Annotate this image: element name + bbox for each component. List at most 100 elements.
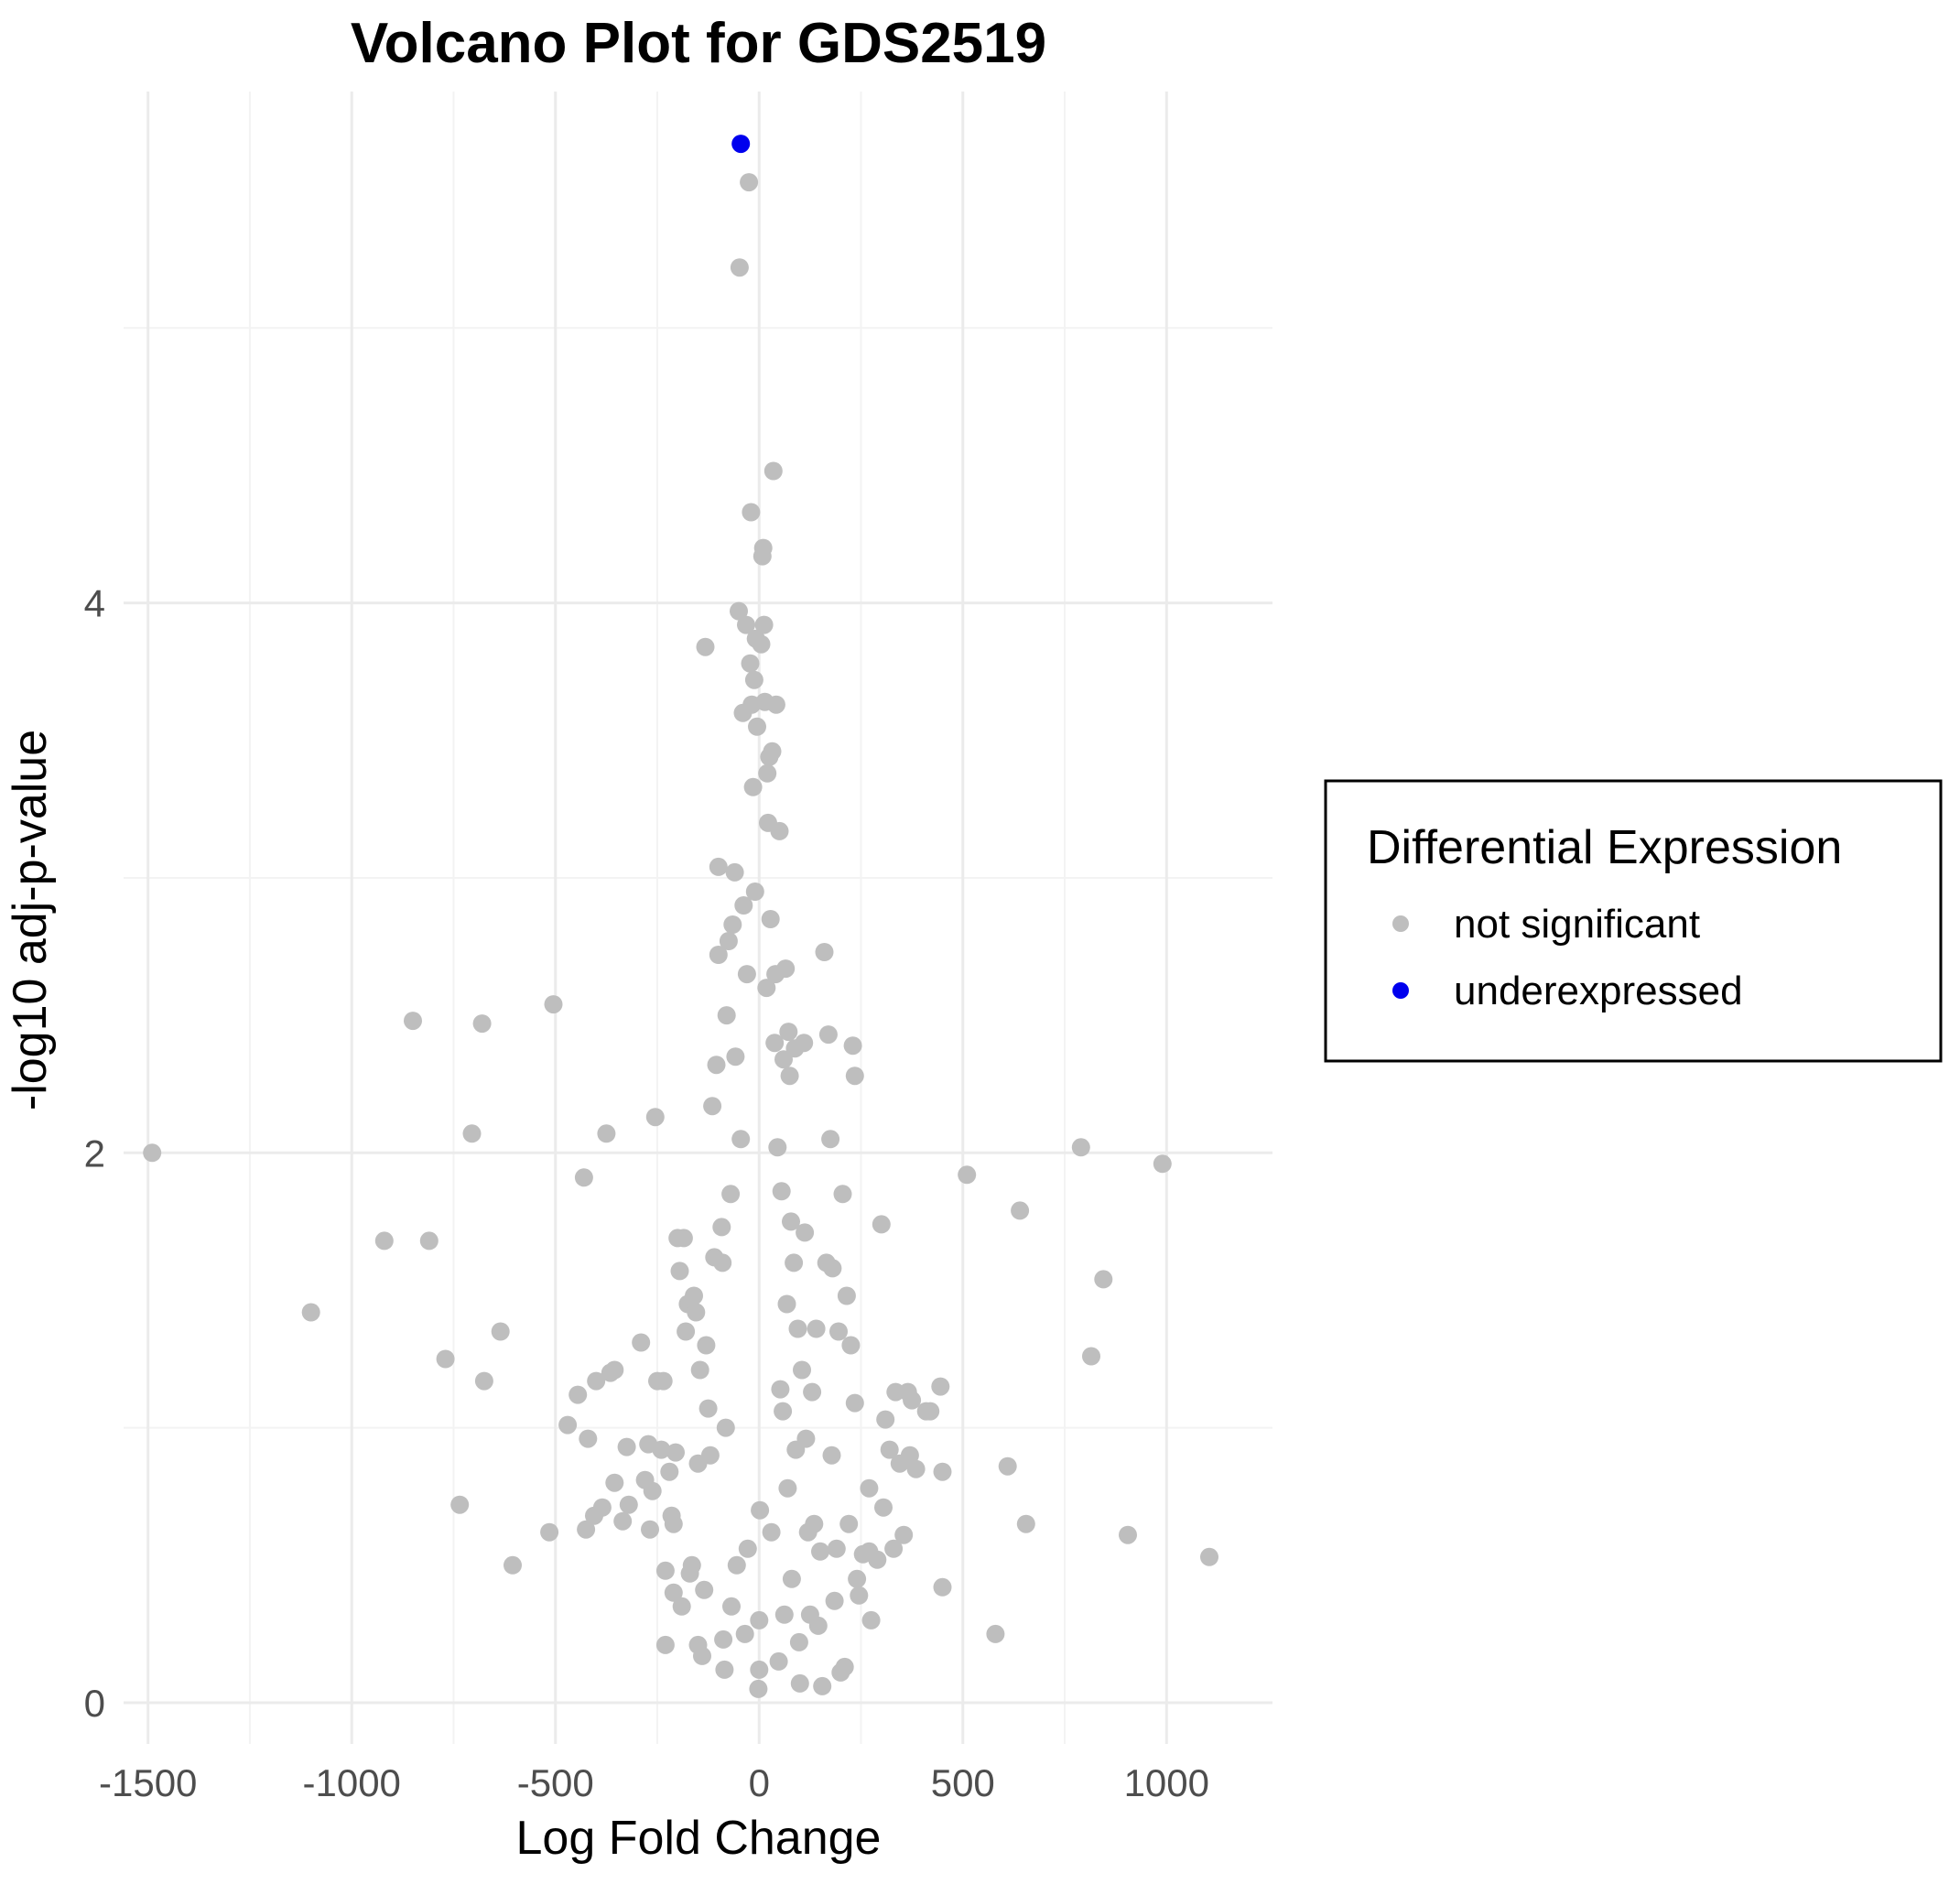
point-not-significant <box>504 1555 522 1575</box>
point-not-significant <box>374 1231 394 1251</box>
point-not-significant <box>807 1319 826 1338</box>
point-not-significant <box>735 1624 754 1643</box>
point-not-significant <box>1094 1270 1113 1289</box>
point-not-significant <box>986 1624 1005 1643</box>
point-not-significant <box>861 1610 881 1630</box>
major-gridlines <box>124 92 1272 1744</box>
point-not-significant <box>670 1261 689 1281</box>
point-not-significant <box>617 1437 636 1456</box>
point-not-significant <box>577 1520 596 1539</box>
point-not-significant <box>796 1223 815 1242</box>
point-not-significant <box>778 1478 797 1498</box>
point-not-significant <box>592 1498 612 1517</box>
data-points <box>143 135 1218 1698</box>
point-not-significant <box>660 1462 679 1481</box>
point-not-significant <box>795 1034 814 1053</box>
point-not-significant <box>404 1012 422 1031</box>
point-not-significant <box>730 601 748 621</box>
x-tick-labels: -1500 -1000 -500 0 500 1000 <box>99 1761 1209 1804</box>
point-not-significant <box>643 1481 662 1500</box>
point-not-significant <box>841 1336 861 1355</box>
point-not-significant <box>833 1185 852 1204</box>
point-not-significant <box>845 1067 864 1086</box>
point-not-significant <box>803 1382 822 1402</box>
point-not-significant <box>769 1651 788 1671</box>
point-not-significant <box>734 896 753 915</box>
point-not-significant <box>933 1462 952 1481</box>
point-not-significant <box>690 1360 709 1380</box>
point-not-significant <box>727 1555 746 1575</box>
point-not-significant <box>903 1391 922 1410</box>
point-not-significant <box>793 1360 811 1380</box>
point-not-significant <box>765 1034 785 1053</box>
point-not-significant <box>829 1322 848 1341</box>
point-not-significant <box>632 1333 651 1352</box>
legend-key-underexpressed <box>1392 982 1409 999</box>
point-not-significant <box>674 1229 693 1248</box>
point-not-significant <box>737 965 756 984</box>
legend-title: Differential Expression <box>1367 821 1842 874</box>
point-not-significant <box>782 1212 800 1231</box>
point-not-significant <box>860 1478 879 1498</box>
point-not-significant <box>655 1635 675 1654</box>
point-not-significant <box>712 1218 731 1237</box>
point-not-significant <box>774 1050 793 1069</box>
point-not-significant <box>695 1580 714 1599</box>
point-not-significant <box>811 1542 829 1561</box>
point-not-significant <box>709 946 728 964</box>
point-not-significant <box>740 173 759 192</box>
legend-label-underexpressed: underexpressed <box>1454 969 1743 1013</box>
point-not-significant <box>730 258 749 277</box>
point-not-significant <box>933 1577 952 1597</box>
point-not-significant <box>738 1539 757 1558</box>
point-not-significant <box>716 1418 735 1437</box>
point-not-significant <box>722 1597 741 1616</box>
point-not-significant <box>587 1371 606 1391</box>
point-not-significant <box>450 1495 470 1514</box>
point-not-significant <box>774 1605 794 1624</box>
point-not-significant <box>821 1130 840 1149</box>
point-not-significant <box>726 1047 745 1067</box>
point-not-significant <box>693 1646 711 1665</box>
point-not-significant <box>754 615 774 634</box>
point-not-significant <box>703 1097 722 1116</box>
point-not-significant <box>723 915 742 934</box>
point-not-significant <box>762 1522 781 1542</box>
point-not-significant <box>605 1473 624 1492</box>
point-not-significant <box>822 1445 841 1465</box>
point-not-significant <box>748 717 766 736</box>
point-not-significant <box>1153 1154 1172 1174</box>
y-axis-title: -log10 adj-p-value <box>4 730 57 1110</box>
point-not-significant <box>419 1231 439 1251</box>
point-not-significant <box>785 1253 804 1272</box>
point-not-significant <box>721 1185 741 1204</box>
point-not-significant <box>872 1215 891 1234</box>
point-not-significant <box>845 1393 864 1413</box>
point-not-significant <box>666 1443 685 1462</box>
point-not-significant <box>462 1124 482 1143</box>
point-not-significant <box>743 777 763 796</box>
x-tick-label: -500 <box>517 1761 594 1804</box>
point-not-significant <box>672 1597 691 1616</box>
legend-key-not-significant <box>1392 915 1409 932</box>
point-not-significant <box>900 1445 919 1465</box>
point-not-significant <box>753 538 773 558</box>
point-not-significant <box>1071 1138 1090 1157</box>
point-not-significant <box>1119 1525 1137 1544</box>
point-not-significant <box>763 742 782 761</box>
point-not-significant <box>788 1319 807 1338</box>
point-not-significant <box>682 1555 701 1575</box>
point-not-significant <box>544 995 563 1014</box>
point-not-significant <box>709 857 728 876</box>
point-not-significant <box>868 1550 887 1569</box>
point-not-significant <box>436 1349 455 1369</box>
point-not-significant <box>715 1660 734 1679</box>
point-not-significant <box>744 670 763 689</box>
point-not-significant <box>835 1657 854 1676</box>
point-not-significant <box>558 1415 578 1435</box>
point-not-significant <box>725 862 744 882</box>
x-tick-label: 1000 <box>1124 1761 1209 1804</box>
point-not-significant <box>779 1023 798 1042</box>
point-not-significant <box>776 959 796 979</box>
